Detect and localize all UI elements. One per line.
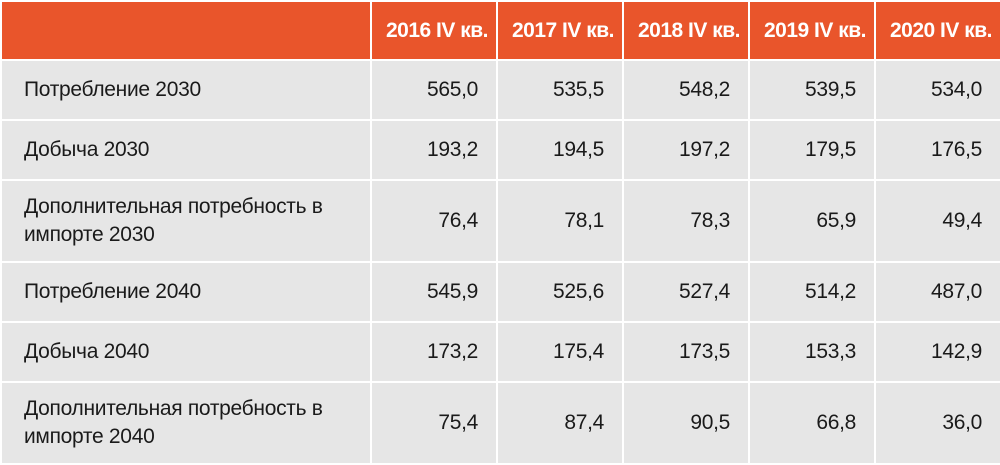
table-cell: 65,9 — [748, 179, 876, 263]
header-row: 2016 IV кв. 2017 IV кв. 2018 IV кв. 2019… — [0, 0, 1000, 61]
header-corner — [0, 0, 372, 61]
table-cell: 76,4 — [370, 179, 498, 263]
row-label: Потребление 2030 — [0, 59, 372, 121]
table-cell: 194,5 — [496, 119, 624, 181]
column-header: 2017 IV кв. — [496, 0, 624, 61]
table-cell: 90,5 — [622, 381, 750, 465]
column-header: 2018 IV кв. — [622, 0, 750, 61]
row-label: Добыча 2040 — [0, 321, 372, 383]
table-row: Добыча 2040 173,2 175,4 173,5 153,3 142,… — [0, 321, 1000, 383]
table-cell: 142,9 — [874, 321, 1000, 383]
table-cell: 548,2 — [622, 59, 750, 121]
column-header: 2016 IV кв. — [370, 0, 498, 61]
table-cell: 527,4 — [622, 261, 750, 323]
table-cell: 175,4 — [496, 321, 624, 383]
table-row: Дополнительная потребность в импорте 203… — [0, 179, 1000, 263]
row-label: Дополнительная потребность в импорте 204… — [0, 381, 372, 465]
column-header: 2019 IV кв. — [748, 0, 876, 61]
table-cell: 78,3 — [622, 179, 750, 263]
table-cell: 197,2 — [622, 119, 750, 181]
table-cell: 179,5 — [748, 119, 876, 181]
table-cell: 66,8 — [748, 381, 876, 465]
table-cell: 75,4 — [370, 381, 498, 465]
table-cell: 193,2 — [370, 119, 498, 181]
table-cell: 545,9 — [370, 261, 498, 323]
table-cell: 78,1 — [496, 179, 624, 263]
table-cell: 487,0 — [874, 261, 1000, 323]
table-cell: 539,5 — [748, 59, 876, 121]
table-cell: 49,4 — [874, 179, 1000, 263]
table-cell: 36,0 — [874, 381, 1000, 465]
row-label: Добыча 2030 — [0, 119, 372, 181]
table-cell: 525,6 — [496, 261, 624, 323]
table-row: Потребление 2030 565,0 535,5 548,2 539,5… — [0, 59, 1000, 121]
table-cell: 176,5 — [874, 119, 1000, 181]
table-cell: 153,3 — [748, 321, 876, 383]
table-cell: 173,2 — [370, 321, 498, 383]
table-row: Добыча 2030 193,2 194,5 197,2 179,5 176,… — [0, 119, 1000, 181]
table-row: Дополнительная потребность в импорте 204… — [0, 381, 1000, 465]
table-cell: 565,0 — [370, 59, 498, 121]
table-cell: 87,4 — [496, 381, 624, 465]
table-cell: 173,5 — [622, 321, 750, 383]
row-label: Потребление 2040 — [0, 261, 372, 323]
table-cell: 514,2 — [748, 261, 876, 323]
column-header: 2020 IV кв. — [874, 0, 1000, 61]
table-cell: 534,0 — [874, 59, 1000, 121]
table-row: Потребление 2040 545,9 525,6 527,4 514,2… — [0, 261, 1000, 323]
row-label: Дополнительная потребность в импорте 203… — [0, 179, 372, 263]
table-cell: 535,5 — [496, 59, 624, 121]
